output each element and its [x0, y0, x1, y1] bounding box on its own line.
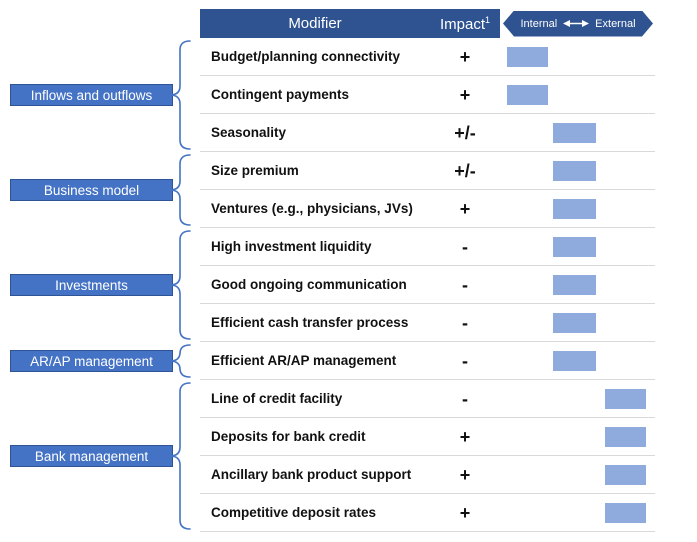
position-bar	[605, 502, 646, 523]
position-bar	[553, 312, 596, 333]
position-scale-cell	[500, 228, 655, 266]
impact-value: -	[462, 236, 468, 257]
table-row: Contingent payments +	[200, 76, 655, 114]
table-row: Efficient AR/AP management -	[200, 342, 655, 380]
group-brace	[169, 154, 191, 226]
table-row: Size premium +/-	[200, 152, 655, 190]
position-bar	[605, 464, 646, 485]
impact-value: +	[459, 426, 471, 447]
position-bar	[553, 350, 596, 371]
internal-external-scale-header: Internal External	[503, 11, 653, 37]
impact-value: +	[459, 464, 471, 485]
impact-value: +	[459, 198, 471, 219]
table-row: Line of credit facility -	[200, 380, 655, 418]
modifier-label: Efficient AR/AP management	[211, 353, 397, 368]
modifier-label: Deposits for bank credit	[211, 429, 366, 444]
position-scale-cell	[500, 114, 655, 152]
table-body: Budget/planning connectivity + Contingen…	[200, 38, 655, 532]
position-bar	[507, 46, 548, 67]
impact-value: +/-	[454, 122, 476, 143]
position-bar	[605, 426, 646, 447]
table-row: Seasonality +/-	[200, 114, 655, 152]
modifier-label: Ventures (e.g., physicians, JVs)	[211, 201, 413, 216]
position-scale-cell	[500, 152, 655, 190]
modifier-label: High investment liquidity	[211, 239, 372, 254]
position-scale-cell	[500, 494, 655, 532]
position-bar	[507, 84, 548, 105]
group-brace	[169, 382, 191, 530]
position-bar	[605, 388, 646, 409]
table-row: Efficient cash transfer process -	[200, 304, 655, 342]
external-label: External	[595, 17, 636, 30]
table-row: Good ongoing communication -	[200, 266, 655, 304]
table-row: Budget/planning connectivity +	[200, 38, 655, 76]
modifier-label: Contingent payments	[211, 87, 350, 102]
position-bar	[553, 160, 596, 181]
modifier-label: Ancillary bank product support	[211, 467, 412, 482]
impact-footnote-mark: 1	[485, 14, 491, 25]
position-scale-cell	[500, 38, 655, 76]
position-scale-cell	[500, 418, 655, 456]
position-scale-cell	[500, 304, 655, 342]
group-brace	[169, 230, 191, 340]
position-scale-cell	[500, 456, 655, 494]
position-bar	[553, 122, 596, 143]
position-bar	[553, 236, 596, 257]
position-scale-cell	[500, 266, 655, 304]
modifier-label: Size premium	[211, 163, 299, 178]
modifier-label: Seasonality	[211, 125, 287, 140]
impact-value: +/-	[454, 160, 476, 181]
category-label: AR/AP management	[10, 350, 173, 372]
impact-column-header: Impact1	[430, 15, 500, 33]
modifier-label: Budget/planning connectivity	[211, 49, 401, 64]
modifier-label: Competitive deposit rates	[211, 505, 377, 520]
column-headers-bar: Modifier Impact1	[200, 9, 500, 38]
table-row: High investment liquidity -	[200, 228, 655, 266]
category-label: Inflows and outflows	[10, 84, 173, 106]
table-header: Modifier Impact1 Internal External	[200, 9, 653, 38]
impact-value: -	[462, 350, 468, 371]
position-scale-cell	[500, 342, 655, 380]
table-row: Ventures (e.g., physicians, JVs) +	[200, 190, 655, 228]
position-bar	[553, 198, 596, 219]
category-rail: Inflows and outflows Business model Invest…	[0, 0, 200, 542]
position-scale-cell	[500, 76, 655, 114]
modifier-column-header: Modifier	[288, 15, 342, 32]
impact-value: -	[462, 312, 468, 333]
impact-value: -	[462, 388, 468, 409]
impact-header-text: Impact	[439, 15, 485, 33]
position-scale-cell	[500, 190, 655, 228]
impact-value: +	[459, 502, 471, 523]
group-brace	[169, 40, 191, 150]
position-scale-cell	[500, 380, 655, 418]
internal-label: Internal	[520, 17, 558, 30]
category-label: Bank management	[10, 445, 173, 467]
impact-value: +	[459, 84, 471, 105]
category-label: Business model	[10, 179, 173, 201]
category-label: Investments	[10, 274, 173, 296]
table-row: Competitive deposit rates +	[200, 494, 655, 532]
position-bar	[553, 274, 596, 295]
impact-value: +	[459, 46, 471, 67]
table-row: Ancillary bank product support +	[200, 456, 655, 494]
modifier-label: Efficient cash transfer process	[211, 315, 409, 330]
group-brace	[169, 344, 191, 378]
impact-value: -	[462, 274, 468, 295]
double-arrow-icon	[562, 19, 590, 28]
table-row: Deposits for bank credit +	[200, 418, 655, 456]
modifier-label: Line of credit facility	[211, 391, 343, 406]
modifier-label: Good ongoing communication	[211, 277, 407, 292]
